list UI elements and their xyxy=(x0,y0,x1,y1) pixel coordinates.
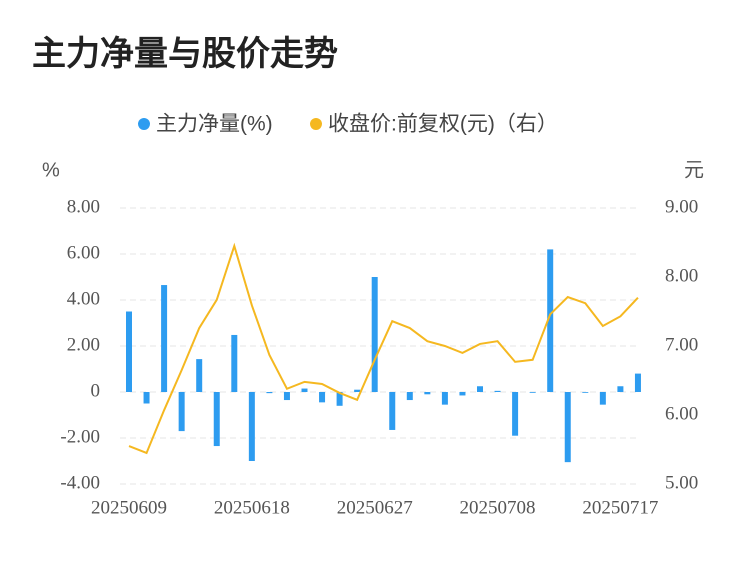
y-axis-unit: % xyxy=(42,159,60,181)
bar xyxy=(283,392,290,401)
bar xyxy=(477,386,483,392)
bar xyxy=(319,392,326,403)
x-tick-label: 20250708 xyxy=(460,497,536,518)
bar xyxy=(178,392,185,432)
bar xyxy=(406,392,413,401)
bar xyxy=(512,392,519,436)
y2-axis-unit: 元 xyxy=(684,159,704,181)
bar xyxy=(617,386,624,392)
bar xyxy=(564,392,571,463)
y2-tick-label: 7.00 xyxy=(665,334,698,355)
y-tick-label: 6.00 xyxy=(67,242,100,263)
y2-tick-label: 9.00 xyxy=(665,196,698,217)
legend-swatch xyxy=(310,118,322,130)
bar xyxy=(389,392,396,430)
legend-label: 收盘价:前复权(元)（右） xyxy=(328,113,558,136)
bar xyxy=(143,392,150,404)
bar xyxy=(301,388,308,392)
x-tick-label: 20250717 xyxy=(582,497,658,518)
bar xyxy=(161,285,168,392)
bar xyxy=(459,392,466,396)
y-tick-label: -4.00 xyxy=(60,472,100,493)
bar xyxy=(547,249,554,392)
y-tick-label: 2.00 xyxy=(67,334,100,355)
price-line xyxy=(128,242,639,455)
bar xyxy=(494,390,501,392)
bar xyxy=(441,392,448,405)
y2-tick-label: 5.00 xyxy=(665,472,698,493)
x-tick-label: 20250609 xyxy=(91,497,167,518)
y-tick-label: 4.00 xyxy=(67,288,100,309)
bar xyxy=(354,389,361,392)
chart-title: 主力净量与股价走势 xyxy=(32,35,338,73)
x-tick-label: 20250627 xyxy=(337,497,413,518)
bar xyxy=(266,392,273,394)
y2-tick-label: 8.00 xyxy=(665,265,698,286)
y2-tick-label: 6.00 xyxy=(665,403,698,424)
bar xyxy=(529,392,536,393)
bar xyxy=(213,392,220,447)
y-tick-label: -2.00 xyxy=(60,426,100,447)
legend-swatch xyxy=(138,118,150,130)
bar xyxy=(231,334,238,392)
bar xyxy=(599,392,606,405)
y-tick-label: 8.00 xyxy=(67,196,100,217)
bar xyxy=(371,277,378,392)
bar xyxy=(126,311,132,392)
bar xyxy=(336,392,343,406)
bar xyxy=(582,392,589,393)
legend-label: 主力净量(%) xyxy=(156,113,273,136)
bar xyxy=(424,392,431,395)
x-tick-label: 20250618 xyxy=(214,497,290,518)
y-tick-label: 0 xyxy=(91,380,101,401)
bar xyxy=(196,359,203,392)
bar xyxy=(634,373,641,392)
bar xyxy=(248,392,255,461)
